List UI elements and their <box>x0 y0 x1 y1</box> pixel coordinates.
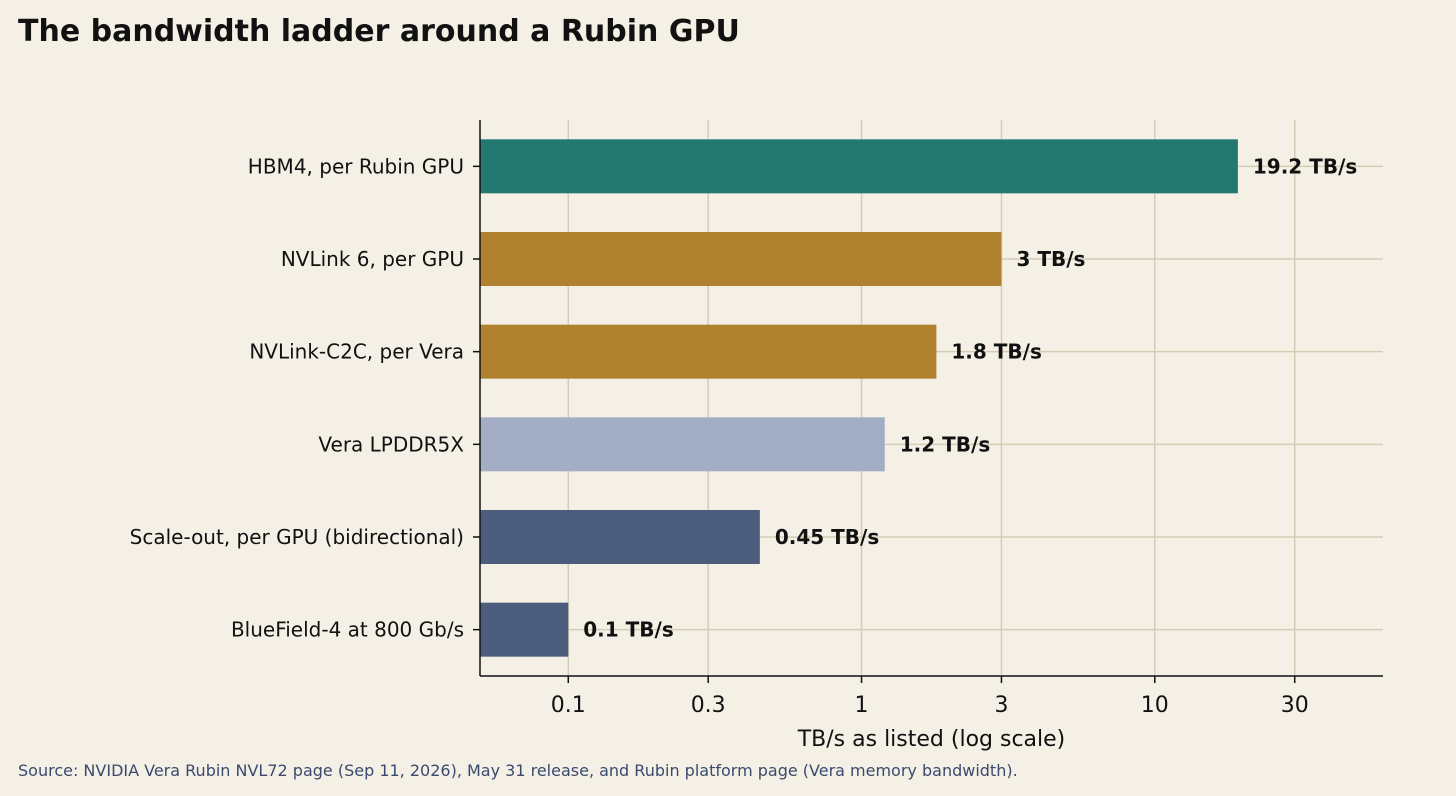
bar <box>480 602 569 657</box>
category-label: Vera LPDDR5X <box>318 432 464 456</box>
category-label: NVLink-C2C, per Vera <box>249 340 464 364</box>
x-axis-title: TB/s as listed (log scale) <box>797 727 1066 752</box>
x-tick-label: 10 <box>1141 693 1169 718</box>
x-tick-label: 30 <box>1281 693 1309 718</box>
x-tick-label: 0.1 <box>551 693 586 718</box>
bar <box>480 417 885 472</box>
source-note: Source: NVIDIA Vera Rubin NVL72 page (Se… <box>18 761 1018 780</box>
value-label: 0.1 TB/s <box>583 618 674 642</box>
x-tick-label: 1 <box>855 693 869 718</box>
x-tick-label: 3 <box>994 693 1008 718</box>
bar <box>480 510 760 564</box>
category-label: Scale-out, per GPU (bidirectional) <box>130 525 464 549</box>
chart-title: The bandwidth ladder around a Rubin GPU <box>18 14 740 49</box>
category-label: BlueField-4 at 800 Gb/s <box>231 618 464 642</box>
value-label: 19.2 TB/s <box>1253 154 1357 178</box>
bar <box>480 232 1002 286</box>
value-label: 3 TB/s <box>1016 247 1085 271</box>
value-label: 1.8 TB/s <box>951 340 1041 364</box>
bar <box>480 324 937 379</box>
category-label: HBM4, per Rubin GPU <box>248 154 464 178</box>
value-label: 0.45 TB/s <box>775 525 879 549</box>
x-tick-label: 0.3 <box>691 693 726 718</box>
bar <box>480 139 1238 194</box>
category-label: NVLink 6, per GPU <box>281 247 464 271</box>
value-label: 1.2 TB/s <box>900 432 991 456</box>
